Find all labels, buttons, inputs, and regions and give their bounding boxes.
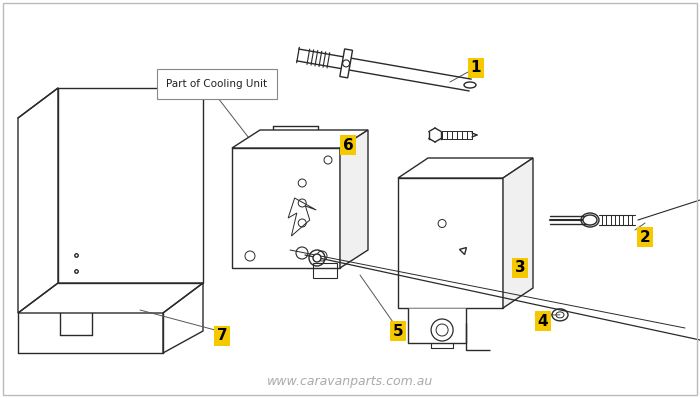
Text: Part of Cooling Unit: Part of Cooling Unit [167, 79, 267, 89]
Polygon shape [398, 178, 503, 308]
Text: 6: 6 [342, 137, 354, 152]
Ellipse shape [583, 215, 597, 225]
Ellipse shape [313, 254, 321, 262]
Text: 1: 1 [470, 60, 482, 76]
Polygon shape [340, 49, 353, 78]
Text: 2: 2 [640, 230, 650, 244]
Polygon shape [340, 130, 368, 268]
Text: 7: 7 [217, 328, 228, 343]
Polygon shape [503, 158, 533, 308]
Polygon shape [232, 148, 340, 268]
Text: 4: 4 [538, 314, 548, 328]
Text: 5: 5 [393, 324, 403, 339]
Text: 3: 3 [514, 261, 525, 275]
Polygon shape [398, 158, 533, 178]
Text: www.caravanparts.com.au: www.caravanparts.com.au [267, 375, 433, 388]
FancyBboxPatch shape [157, 69, 277, 99]
Polygon shape [232, 130, 368, 148]
Polygon shape [408, 308, 466, 343]
